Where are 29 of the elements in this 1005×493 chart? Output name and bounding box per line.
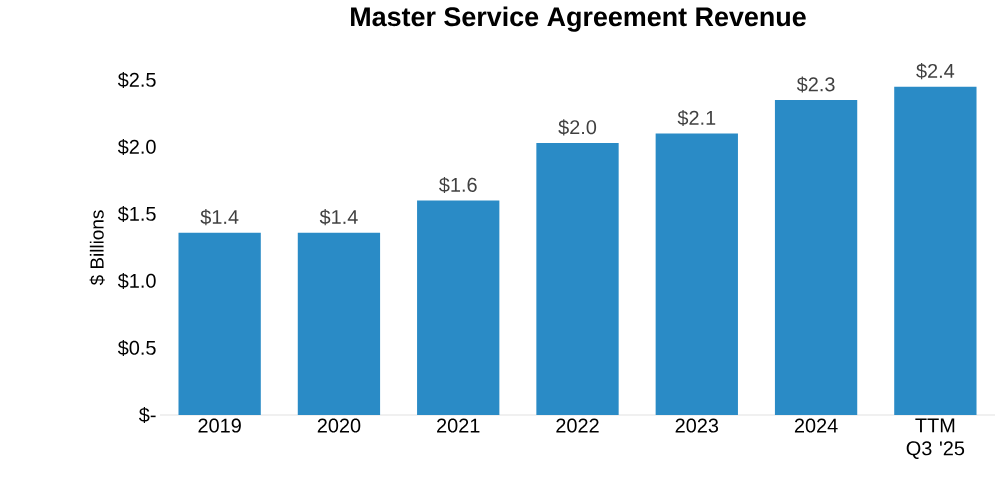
x-tick-label: TTM Q3 '25 [906,418,965,459]
y-tick-label: $1.0 [117,272,156,290]
y-tick-label: $- [138,406,156,424]
x-tick-label: 2021 [437,418,480,433]
x-tick-label: 2023 [675,418,719,433]
y-tick-label: $2.0 [117,138,156,156]
bar [536,142,619,415]
chart-title: Master Service Agreement Revenue [351,6,806,32]
data-label: $2.1 [677,109,716,127]
bar [894,86,977,415]
bar [417,200,500,415]
bar [774,100,858,415]
y-tick-label: $0.5 [117,339,156,357]
x-tick-label: 2020 [317,418,361,433]
y-tick-label: $2.5 [117,71,156,89]
data-label: $1.6 [439,176,477,194]
bar [655,133,738,415]
y-tick-label: $1.5 [117,205,156,223]
x-tick-label: 2024 [794,418,838,433]
y-axis-title: $ Billions [89,210,105,286]
data-label: $2.3 [796,76,835,93]
x-tick-label: 2022 [556,418,599,433]
data-label: $2.4 [916,63,955,80]
data-label: $1.4 [200,209,239,226]
bar [297,232,381,415]
bar [178,232,261,415]
x-tick-label: 2019 [198,418,241,433]
data-label: $1.4 [319,209,358,226]
data-label: $2.0 [558,119,597,136]
